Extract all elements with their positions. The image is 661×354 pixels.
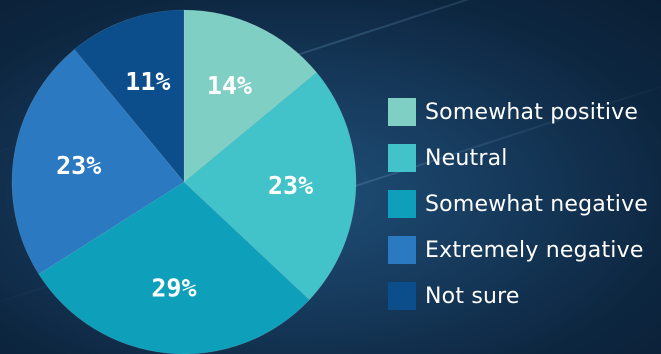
legend-item: Extremely negative <box>388 227 648 273</box>
pie-slice <box>11 49 185 275</box>
pie-slices <box>11 9 357 354</box>
legend-item: Not sure <box>388 273 648 319</box>
pie-slice <box>183 71 357 301</box>
legend-label: Not sure <box>425 283 520 309</box>
slice-value-label: 11% <box>125 67 170 96</box>
slice-value-label: 23% <box>56 151 101 180</box>
pie-slice <box>38 181 310 354</box>
legend-swatch <box>388 144 416 172</box>
legend-swatch <box>388 282 416 310</box>
legend-item: Somewhat positive <box>388 89 648 135</box>
pie-slice <box>183 9 317 183</box>
slice-value-label: 14% <box>207 71 252 100</box>
legend-label: Extremely negative <box>425 237 644 263</box>
pie-labels: 14% 23% 29% 23% 11% <box>56 67 313 303</box>
legend-swatch <box>388 236 416 264</box>
pie-slice <box>73 9 185 183</box>
legend-item: Neutral <box>388 135 648 181</box>
slice-value-label: 29% <box>151 274 196 303</box>
legend-swatch <box>388 190 416 218</box>
legend-label: Somewhat positive <box>425 99 639 125</box>
legend-item: Somewhat negative <box>388 181 648 227</box>
legend-label: Somewhat negative <box>425 191 649 217</box>
chart-legend: Somewhat positive Neutral Somewhat negativ… <box>388 89 648 319</box>
slice-value-label: 23% <box>268 171 313 200</box>
legend-swatch <box>388 98 416 126</box>
legend-label: Neutral <box>425 145 508 171</box>
